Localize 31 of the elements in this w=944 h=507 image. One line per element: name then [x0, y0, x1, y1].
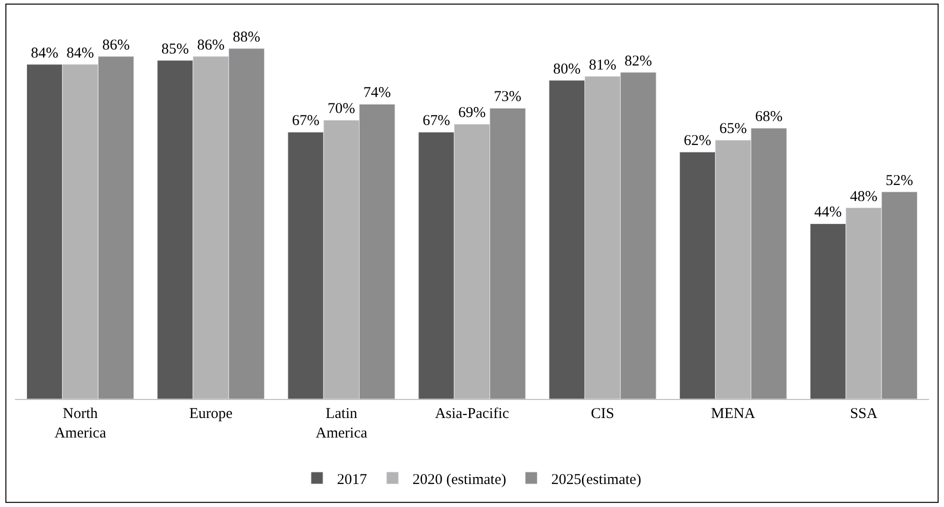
x-tick-label: SSA: [850, 406, 878, 422]
legend-label: 2025(estimate): [551, 472, 642, 488]
data-label: 62%: [684, 133, 712, 150]
x-tick-label: Asia-Pacific: [434, 406, 510, 422]
data-label: 81%: [588, 57, 616, 74]
data-label: 44%: [814, 204, 842, 221]
data-label: 73%: [494, 89, 522, 106]
x-tick-label: CIS: [590, 406, 614, 422]
data-label: 85%: [161, 41, 189, 58]
data-label: 68%: [755, 109, 783, 126]
x-tick-label: North America: [54, 406, 106, 442]
data-label: 67%: [422, 113, 450, 130]
data-label: 52%: [886, 172, 914, 189]
data-label: 48%: [850, 188, 878, 205]
data-label: 70%: [328, 101, 356, 118]
data-label: 69%: [458, 105, 486, 122]
data-label: 67%: [292, 113, 320, 130]
x-tick-label: MENA: [711, 406, 756, 422]
data-label: 84%: [66, 45, 94, 62]
data-label: 84%: [30, 45, 58, 62]
x-tick-label: Europe: [189, 406, 233, 422]
legend-label: 2017: [337, 472, 368, 488]
data-label: 86%: [102, 37, 130, 54]
data-label: 82%: [624, 53, 652, 70]
data-label: 74%: [363, 85, 391, 102]
data-label: 65%: [719, 121, 747, 138]
data-label: 80%: [553, 61, 581, 78]
x-tick-label: Latin America: [316, 406, 368, 442]
data-label: 88%: [232, 29, 260, 46]
legend-label: 2020 (estimate): [412, 472, 506, 488]
data-label: 86%: [197, 37, 225, 54]
